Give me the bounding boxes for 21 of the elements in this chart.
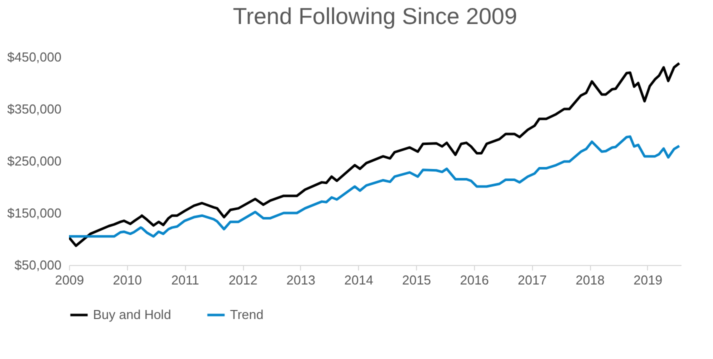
y-tick-label: $50,000 (14, 258, 62, 272)
y-tick-label: $350,000 (7, 102, 62, 116)
x-tick-label: 2013 (286, 272, 316, 288)
line-series (69, 135, 681, 238)
y-tick-label: $450,000 (7, 50, 62, 64)
x-tick-label: 2017 (518, 272, 547, 288)
x-tick-label: 2009 (55, 272, 84, 288)
x-tick-label: 2011 (171, 272, 200, 288)
legend-label: Trend (230, 307, 264, 322)
chart-title: Trend Following Since 2009 (232, 3, 518, 29)
line-series (69, 62, 681, 248)
x-tick-label: 2014 (344, 272, 374, 288)
x-tick-label: 2018 (576, 272, 605, 288)
x-tick-label: 2012 (228, 272, 258, 288)
y-tick-label: $150,000 (7, 206, 62, 220)
legend-label: Buy and Hold (93, 307, 172, 322)
x-tick-label: 2015 (402, 272, 432, 288)
x-tick-label: 2016 (460, 272, 489, 288)
x-tick-label: 2010 (112, 272, 142, 288)
y-tick-label: $250,000 (7, 154, 62, 168)
x-tick-label: 2019 (633, 272, 662, 288)
